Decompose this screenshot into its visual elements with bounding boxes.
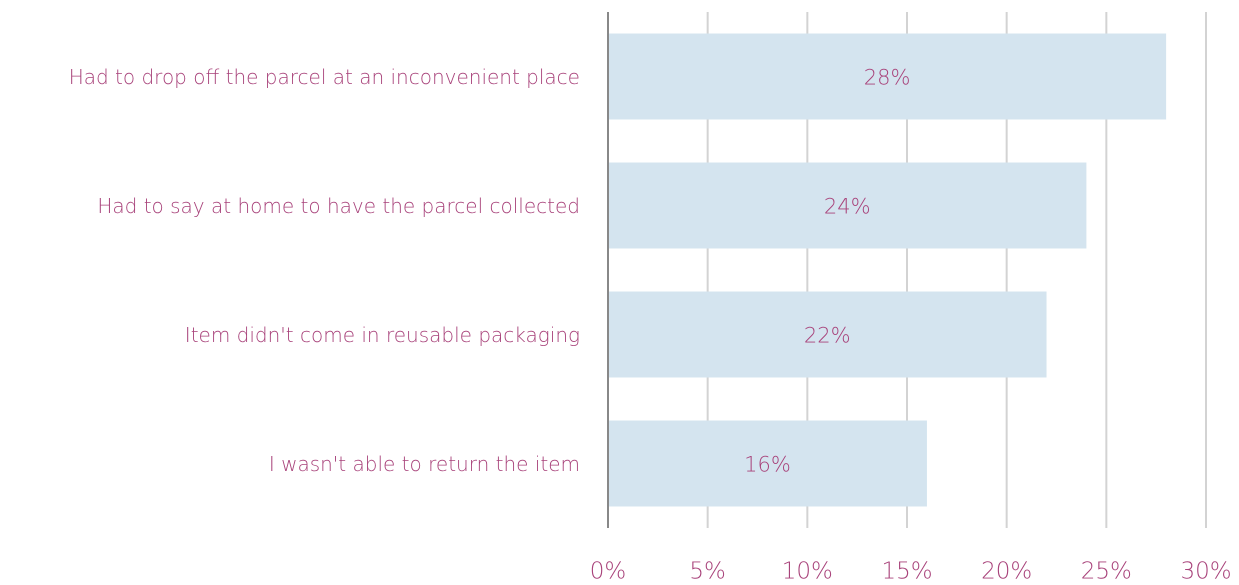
category-text: Had to say at home to have the parcel co… (97, 193, 580, 218)
bar (608, 162, 1087, 249)
bar (608, 420, 927, 507)
category-label: Had to drop off the parcel at an inconve… (0, 32, 580, 122)
category-text: Had to drop off the parcel at an inconve… (68, 64, 580, 89)
x-tick-label: 15% (881, 559, 932, 585)
category-label: Had to say at home to have the parcel co… (0, 161, 580, 251)
value-label: 24% (824, 195, 871, 219)
bar (608, 33, 1167, 120)
x-tick-label: 30% (1180, 559, 1231, 585)
value-label: 16% (744, 453, 791, 477)
x-tick-label: 10% (782, 559, 833, 585)
category-text: Item didn't come in reusable packaging (184, 322, 580, 347)
category-label: Item didn't come in reusable packaging (0, 290, 580, 380)
category-text: I wasn't able to return the item (268, 451, 580, 476)
x-tick-label: 5% (689, 559, 726, 585)
x-tick-label: 0% (590, 559, 627, 585)
value-label: 22% (804, 324, 851, 348)
x-tick-label: 20% (981, 559, 1032, 585)
bar (608, 291, 1047, 378)
category-label: I wasn't able to return the item (0, 419, 580, 509)
value-label: 28% (864, 66, 911, 90)
x-tick-label: 25% (1081, 559, 1132, 585)
